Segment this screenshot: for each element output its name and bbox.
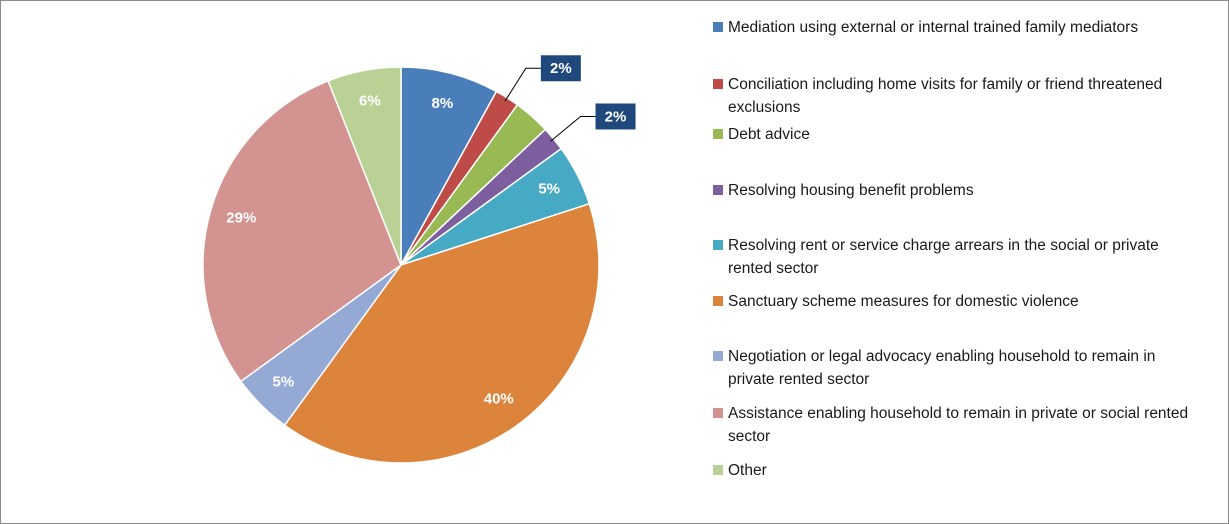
legend-label: Resolving housing benefit problems (728, 182, 974, 199)
legend-label: Debt advice (728, 126, 810, 143)
legend-item: Debt advice (713, 123, 1193, 146)
legend-swatch (713, 129, 723, 139)
legend-swatch (713, 296, 723, 306)
leader-line (504, 67, 541, 102)
data-label: 2% (605, 108, 627, 125)
data-label: 40% (484, 391, 514, 408)
callout-box (540, 55, 581, 82)
legend-label: Other (728, 462, 767, 479)
legend-item: Conciliation including home visits for f… (713, 73, 1193, 119)
data-label: 5% (273, 374, 295, 391)
legend-label: Sanctuary scheme measures for domestic v… (728, 293, 1079, 310)
legend-item: Other (713, 459, 1193, 482)
legend-item: Resolving housing benefit problems (713, 179, 1193, 202)
legend-swatch (713, 79, 723, 89)
data-label: 6% (359, 93, 381, 110)
legend-label: Assistance enabling household to remain … (728, 405, 1189, 445)
legend-swatch (713, 22, 723, 32)
legend-label: Mediation using external or internal tra… (728, 19, 1139, 36)
callout-box (595, 103, 636, 130)
legend-swatch (713, 351, 723, 361)
pie-slice (283, 202, 600, 464)
legend-label: Negotiation or legal advocacy enabling h… (728, 348, 1156, 388)
legend-item: Negotiation or legal advocacy enabling h… (713, 345, 1193, 391)
data-label: 5% (538, 180, 560, 197)
legend-label: Conciliation including home visits for f… (728, 76, 1163, 116)
legend-item: Sanctuary scheme measures for domestic v… (713, 290, 1193, 313)
legend-swatch (713, 240, 723, 250)
pie-slice (400, 66, 498, 266)
legend-swatch (713, 185, 723, 195)
legend-item: Mediation using external or internal tra… (713, 16, 1193, 39)
pie-slice (327, 66, 402, 266)
data-label: 8% (432, 95, 454, 112)
data-label: 2% (550, 60, 572, 77)
legend-swatch (713, 408, 723, 418)
legend-item: Resolving rent or service charge arrears… (713, 234, 1193, 280)
pie-slice (202, 79, 402, 383)
legend-label: Resolving rent or service charge arrears… (728, 237, 1159, 277)
leader-line (550, 115, 596, 142)
data-label: 29% (226, 210, 256, 227)
legend-item: Assistance enabling household to remain … (713, 402, 1193, 448)
legend-swatch (713, 465, 723, 475)
